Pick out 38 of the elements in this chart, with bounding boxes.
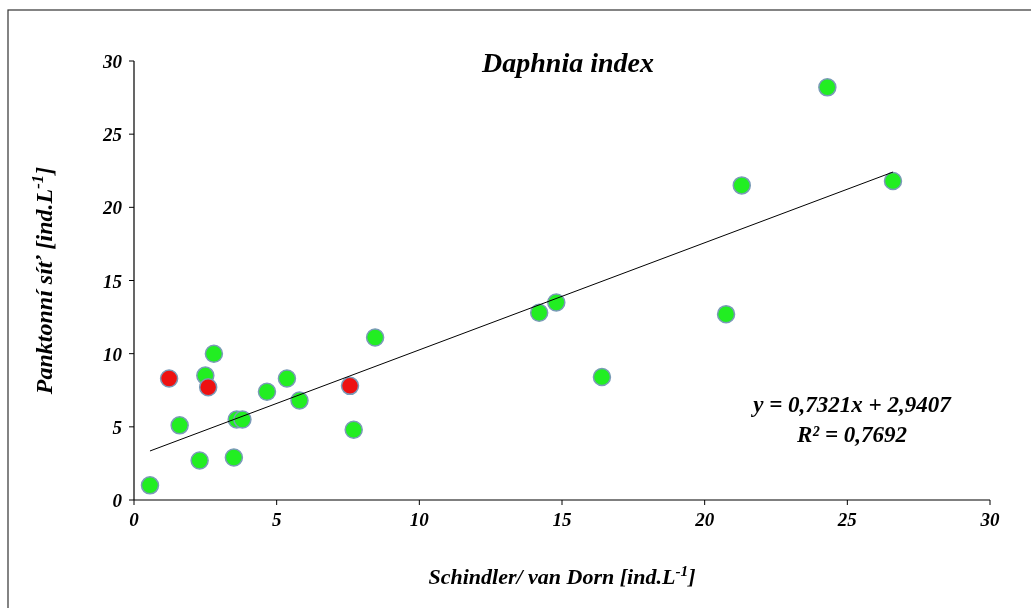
y-tick-label: 20 xyxy=(102,197,123,219)
point xyxy=(224,448,244,467)
point xyxy=(732,176,752,195)
point xyxy=(140,476,160,495)
point xyxy=(340,376,360,396)
x-tick-label: 5 xyxy=(271,509,282,530)
x-tick-label: 20 xyxy=(694,509,715,530)
x-tick-label: 10 xyxy=(409,509,430,530)
x-axis-title: Schindler/ van Dorn [ind.L$^{-1}$] xyxy=(428,561,696,589)
y-tick-label: 5 xyxy=(112,416,123,438)
x-tick-label: 0 xyxy=(129,509,140,530)
point xyxy=(159,369,179,388)
x-tick-label: 30 xyxy=(979,509,1000,530)
y-tick-label: 30 xyxy=(102,51,123,72)
point xyxy=(290,391,309,410)
y-tick-label: 10 xyxy=(103,343,123,365)
point xyxy=(344,420,363,440)
annotation: R² = 0,7692 xyxy=(795,422,908,447)
point xyxy=(883,171,903,191)
chart-title: Daphnia index xyxy=(481,47,654,78)
point xyxy=(277,369,297,388)
point xyxy=(547,293,566,312)
x-tick-label: 25 xyxy=(836,509,858,530)
point xyxy=(365,328,385,347)
point xyxy=(198,378,218,397)
y-tick-label: 15 xyxy=(103,270,123,292)
x-tick-label: 15 xyxy=(552,509,572,530)
point xyxy=(818,78,837,97)
point xyxy=(716,304,736,324)
y-tick-label: 25 xyxy=(102,124,123,146)
point xyxy=(204,344,224,363)
point xyxy=(529,303,549,322)
point xyxy=(170,416,189,435)
annotation: y = 0,7321x + 2,9407 xyxy=(750,392,953,417)
y-tick-label: 0 xyxy=(112,490,123,511)
point xyxy=(190,451,209,470)
point xyxy=(257,382,277,401)
point xyxy=(592,367,612,387)
